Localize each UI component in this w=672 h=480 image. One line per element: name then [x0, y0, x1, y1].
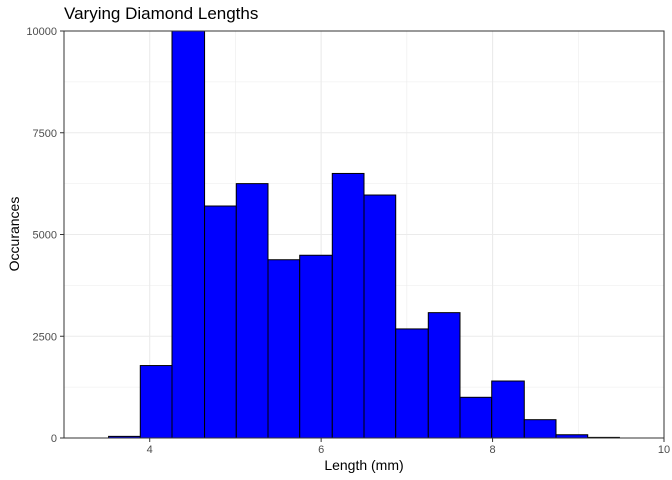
histogram-bar [331, 172, 365, 439]
histogram-bar [204, 205, 237, 439]
x-tick-label: 8 [490, 444, 496, 456]
histogram-bar [427, 312, 461, 439]
histogram-bar [299, 254, 333, 439]
x-tick-label: 10 [658, 444, 670, 456]
y-tick-label: 10000 [26, 26, 57, 38]
x-tick-label: 6 [318, 444, 324, 456]
histogram-bar [523, 419, 557, 439]
histogram-bar [491, 380, 525, 439]
histogram-bar [395, 328, 429, 439]
histogram-bar [267, 259, 301, 439]
y-tick-label: 5000 [33, 230, 57, 242]
histogram-bar [235, 183, 269, 439]
histogram-bar [171, 30, 206, 439]
chart-title: Varying Diamond Lengths [64, 4, 259, 23]
histogram-bar [363, 194, 397, 439]
y-tick-label: 7500 [33, 128, 57, 140]
histogram-bar [139, 365, 173, 439]
y-axis-label: Occurances [6, 196, 22, 272]
y-tick-label: 0 [51, 433, 57, 445]
histogram-bar [459, 396, 493, 439]
y-tick-label: 2500 [33, 331, 57, 343]
axis-ticks: 4 6 8 10 0 2500 5000 7500 10000 [26, 26, 670, 456]
histogram-bars [108, 30, 620, 439]
x-tick-label: 4 [147, 444, 153, 456]
x-axis-label: Length (mm) [324, 457, 404, 473]
